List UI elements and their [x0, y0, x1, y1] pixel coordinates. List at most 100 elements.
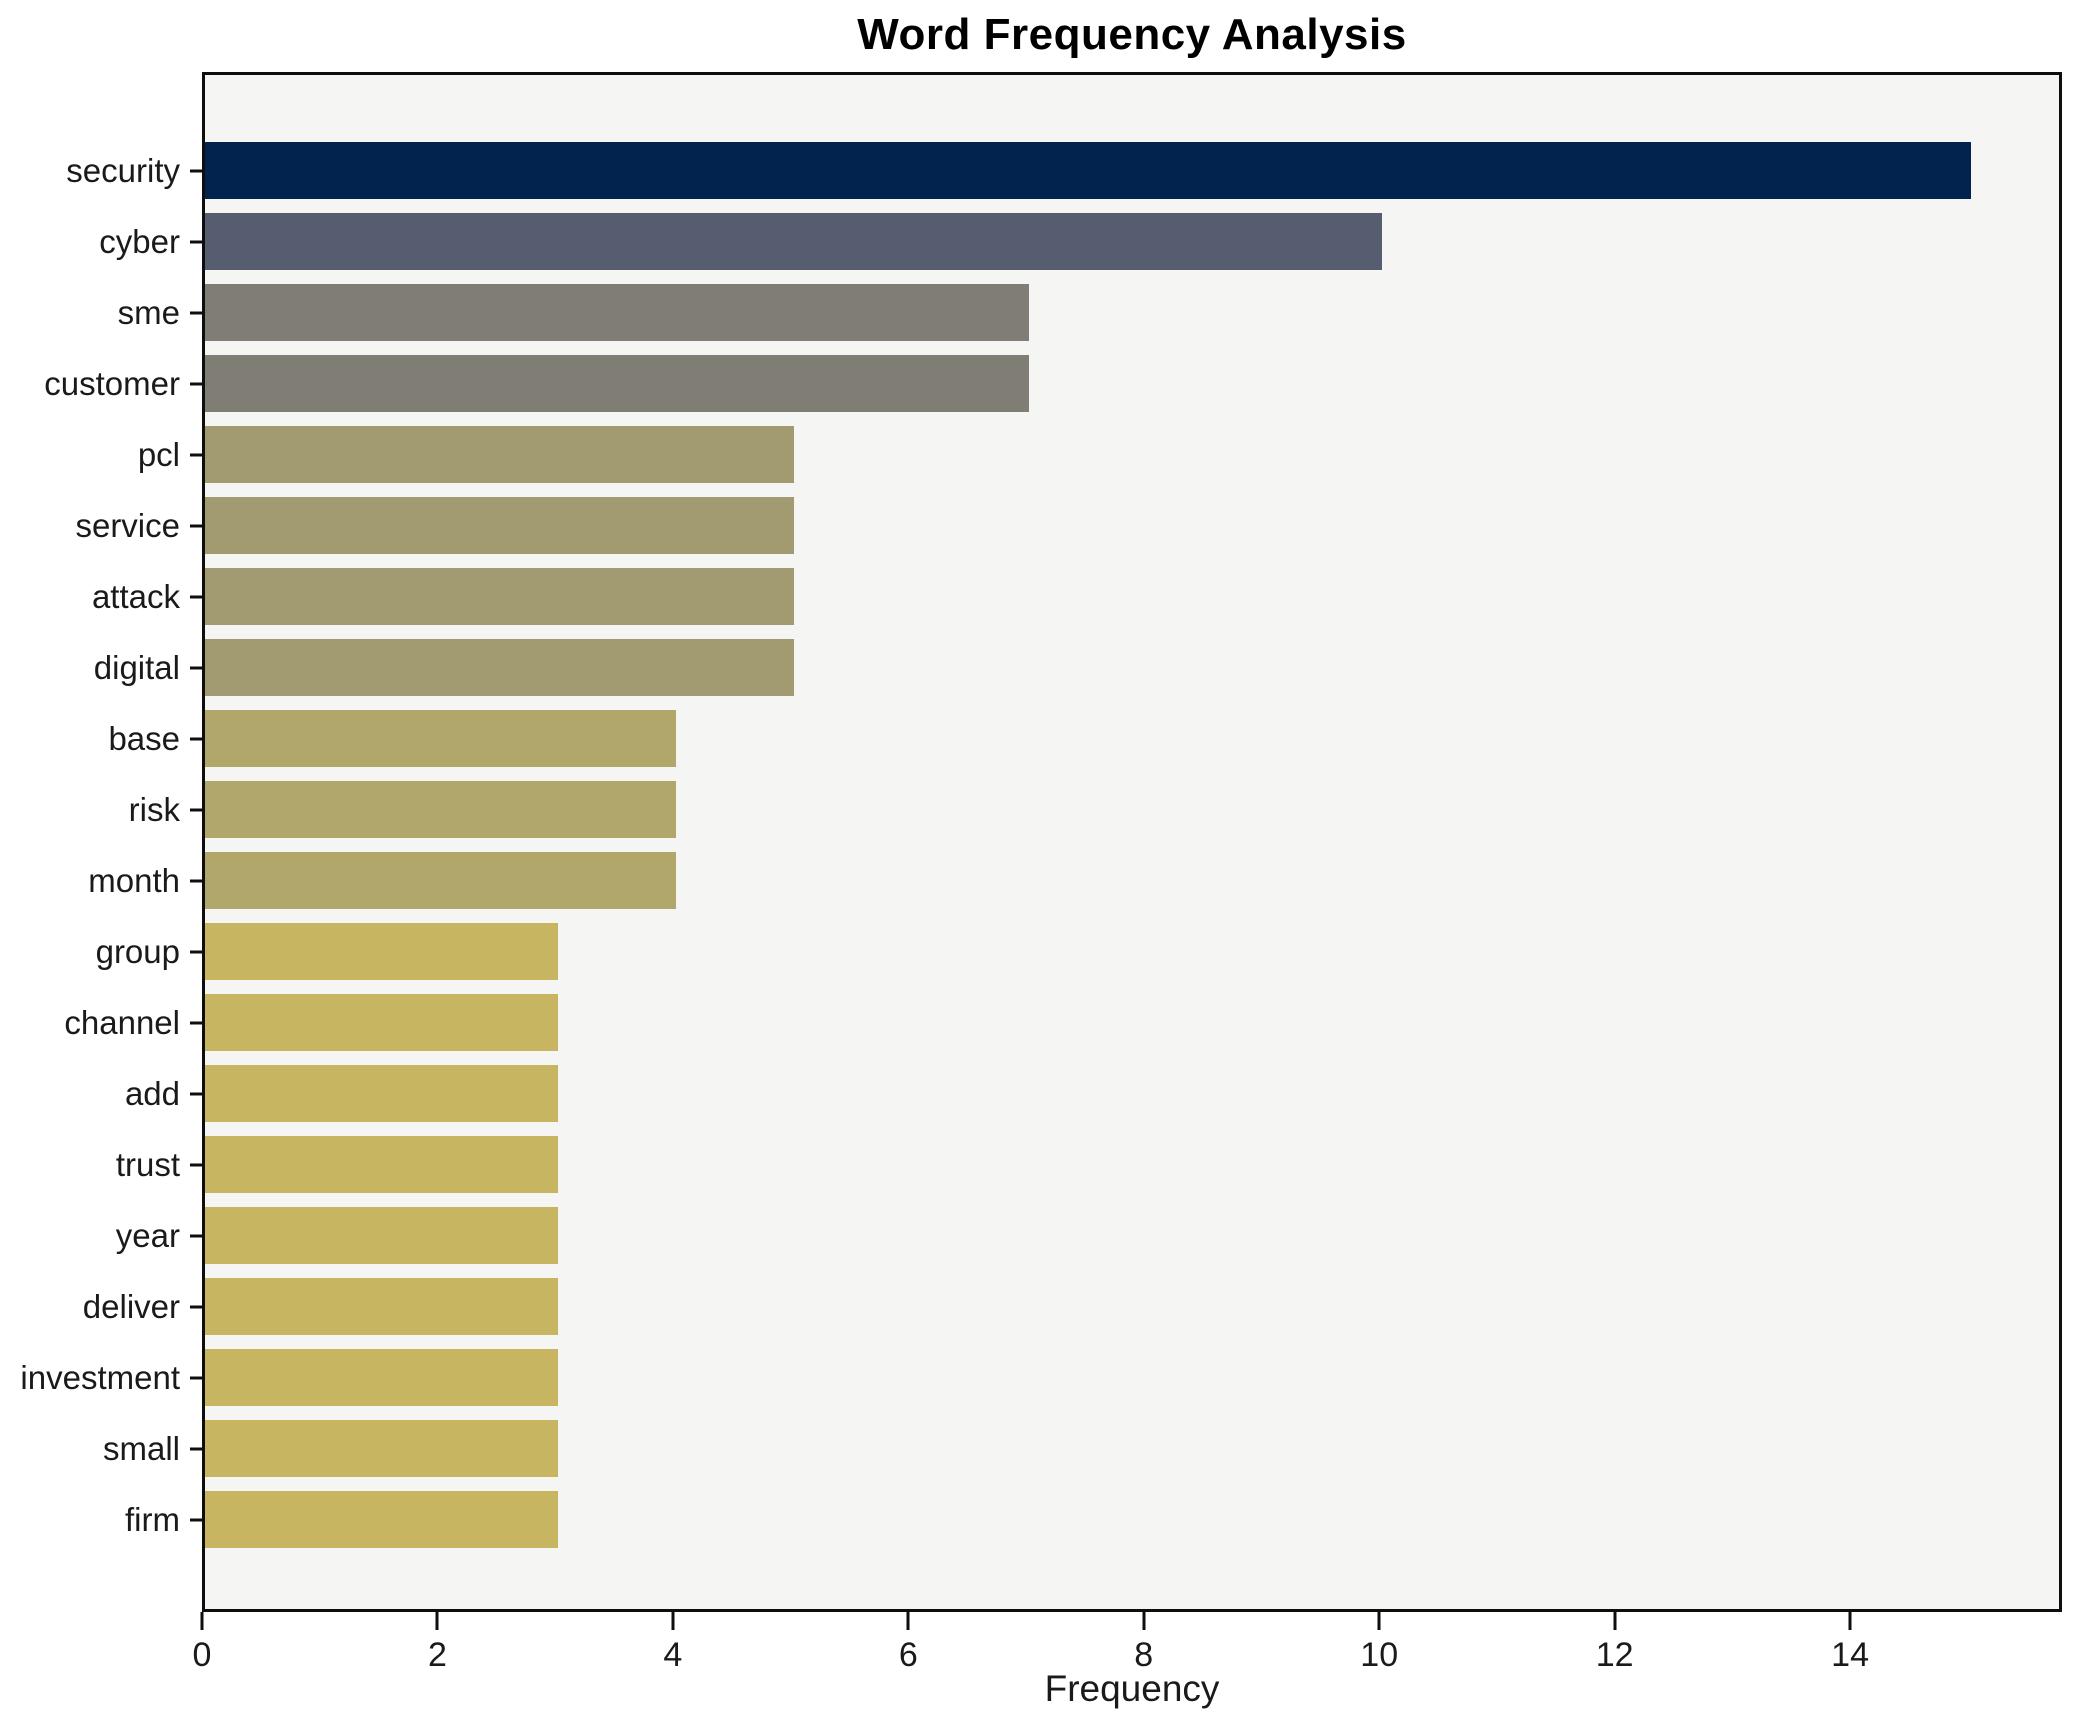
y-tick-mark	[190, 1376, 202, 1379]
y-tick-mark	[190, 169, 202, 172]
bar-year	[205, 1207, 559, 1264]
bar-investment	[205, 1349, 559, 1406]
y-tick-mark	[190, 1518, 202, 1521]
bar-cyber	[205, 213, 1383, 270]
x-axis: 0 2 4 6 8 10 12 14	[193, 1612, 2062, 1692]
x-tick-mark	[1377, 1612, 1381, 1630]
y-tick-label: security	[66, 151, 180, 189]
y-tick-mark	[190, 382, 202, 385]
bar-row: year	[116, 1200, 2062, 1271]
y-tick-mark	[190, 1447, 202, 1450]
y-tick-label: year	[115, 1216, 180, 1254]
bar-row: service	[75, 490, 2062, 561]
bar-row: deliver	[83, 1271, 2062, 1342]
y-tick-label: firm	[125, 1500, 180, 1538]
y-tick-label: digital	[93, 648, 180, 686]
bar-row: trust	[116, 1129, 2062, 1200]
y-tick-label: risk	[128, 790, 180, 828]
bar-row: cyber	[99, 206, 2062, 277]
y-tick-label: investment	[20, 1358, 180, 1396]
bar-attack	[205, 568, 794, 625]
x-tick-mark	[671, 1612, 675, 1630]
bar-add	[205, 1065, 559, 1122]
bar-row: pcl	[138, 419, 2062, 490]
y-tick-mark	[190, 737, 202, 740]
y-tick-mark	[190, 1021, 202, 1024]
y-tick-mark	[190, 311, 202, 314]
bar-pcl	[205, 426, 794, 483]
y-tick-label: add	[124, 1074, 180, 1112]
bar-row: small	[103, 1413, 2062, 1484]
y-tick-label: customer	[44, 364, 180, 402]
y-tick-mark	[190, 524, 202, 527]
bar-digital	[205, 639, 794, 696]
y-tick-label: group	[95, 932, 180, 970]
y-tick-mark	[190, 666, 202, 669]
y-tick-mark	[190, 808, 202, 811]
bar-base	[205, 710, 676, 767]
x-tick-label: 0	[192, 1636, 212, 1674]
bar-row: customer	[44, 348, 2062, 419]
y-tick-mark	[190, 1305, 202, 1308]
x-tick-mark	[1848, 1612, 1852, 1630]
y-tick-label: cyber	[99, 222, 180, 260]
bar-group	[205, 923, 559, 980]
bar-row: channel	[64, 987, 2062, 1058]
bar-row: sme	[118, 277, 2062, 348]
bar-row: firm	[125, 1484, 2062, 1555]
bar-small	[205, 1420, 559, 1477]
y-tick-mark	[190, 1234, 202, 1237]
bar-row: month	[88, 845, 2062, 916]
bar-sme	[205, 284, 1030, 341]
bar-service	[205, 497, 794, 554]
y-tick-mark	[190, 1092, 202, 1095]
bar-month	[205, 852, 676, 909]
y-tick-label: base	[108, 719, 180, 757]
x-tick-label: 2	[427, 1636, 447, 1674]
chart-title: Word Frequency Analysis	[857, 10, 1407, 59]
y-tick-label: service	[75, 506, 180, 544]
bar-security	[205, 142, 1971, 199]
y-tick-label: trust	[115, 1145, 180, 1183]
bar-trust	[205, 1136, 559, 1193]
y-tick-label: pcl	[137, 435, 180, 473]
bar-row: add	[125, 1058, 2062, 1129]
y-tick-mark	[190, 1163, 202, 1166]
y-tick-mark	[190, 879, 202, 882]
x-tick-label: 8	[1134, 1636, 1154, 1674]
bar-row: risk	[129, 774, 2062, 845]
bar-deliver	[205, 1278, 559, 1335]
bar-row: group	[96, 916, 2062, 987]
bar-row: base	[108, 703, 2062, 774]
bar-risk	[205, 781, 676, 838]
y-tick-mark	[190, 595, 202, 598]
bar-row: security	[66, 135, 2062, 206]
x-tick-mark	[200, 1612, 204, 1630]
y-tick-label: deliver	[82, 1287, 180, 1325]
y-tick-label: sme	[117, 293, 180, 331]
y-tick-label: attack	[91, 577, 180, 615]
x-tick-mark	[1142, 1612, 1146, 1630]
bar-firm	[205, 1491, 559, 1548]
bar-customer	[205, 355, 1030, 412]
plot-area: security cyber sme customer pcl service attack…	[20, 72, 2062, 1612]
y-tick-mark	[190, 950, 202, 953]
x-tick-label: 10	[1360, 1636, 1399, 1674]
y-tick-label: month	[88, 861, 180, 899]
bar-row: digital	[94, 632, 2062, 703]
bar-row: attack	[92, 561, 2062, 632]
x-tick-label: 12	[1595, 1636, 1634, 1674]
y-tick-mark	[190, 240, 202, 243]
x-tick-mark	[435, 1612, 439, 1630]
x-tick-mark	[906, 1612, 910, 1630]
x-axis-label: Frequency	[1044, 1668, 1220, 1709]
x-tick-label: 6	[898, 1636, 918, 1674]
bar-channel	[205, 994, 559, 1051]
y-tick-label: small	[102, 1429, 180, 1467]
y-tick-label: channel	[64, 1003, 180, 1041]
bars-container: security cyber sme customer pcl service attack…	[20, 135, 2062, 1555]
x-tick-label: 14	[1831, 1636, 1870, 1674]
x-tick-label: 4	[663, 1636, 683, 1674]
x-tick-mark	[1613, 1612, 1617, 1630]
